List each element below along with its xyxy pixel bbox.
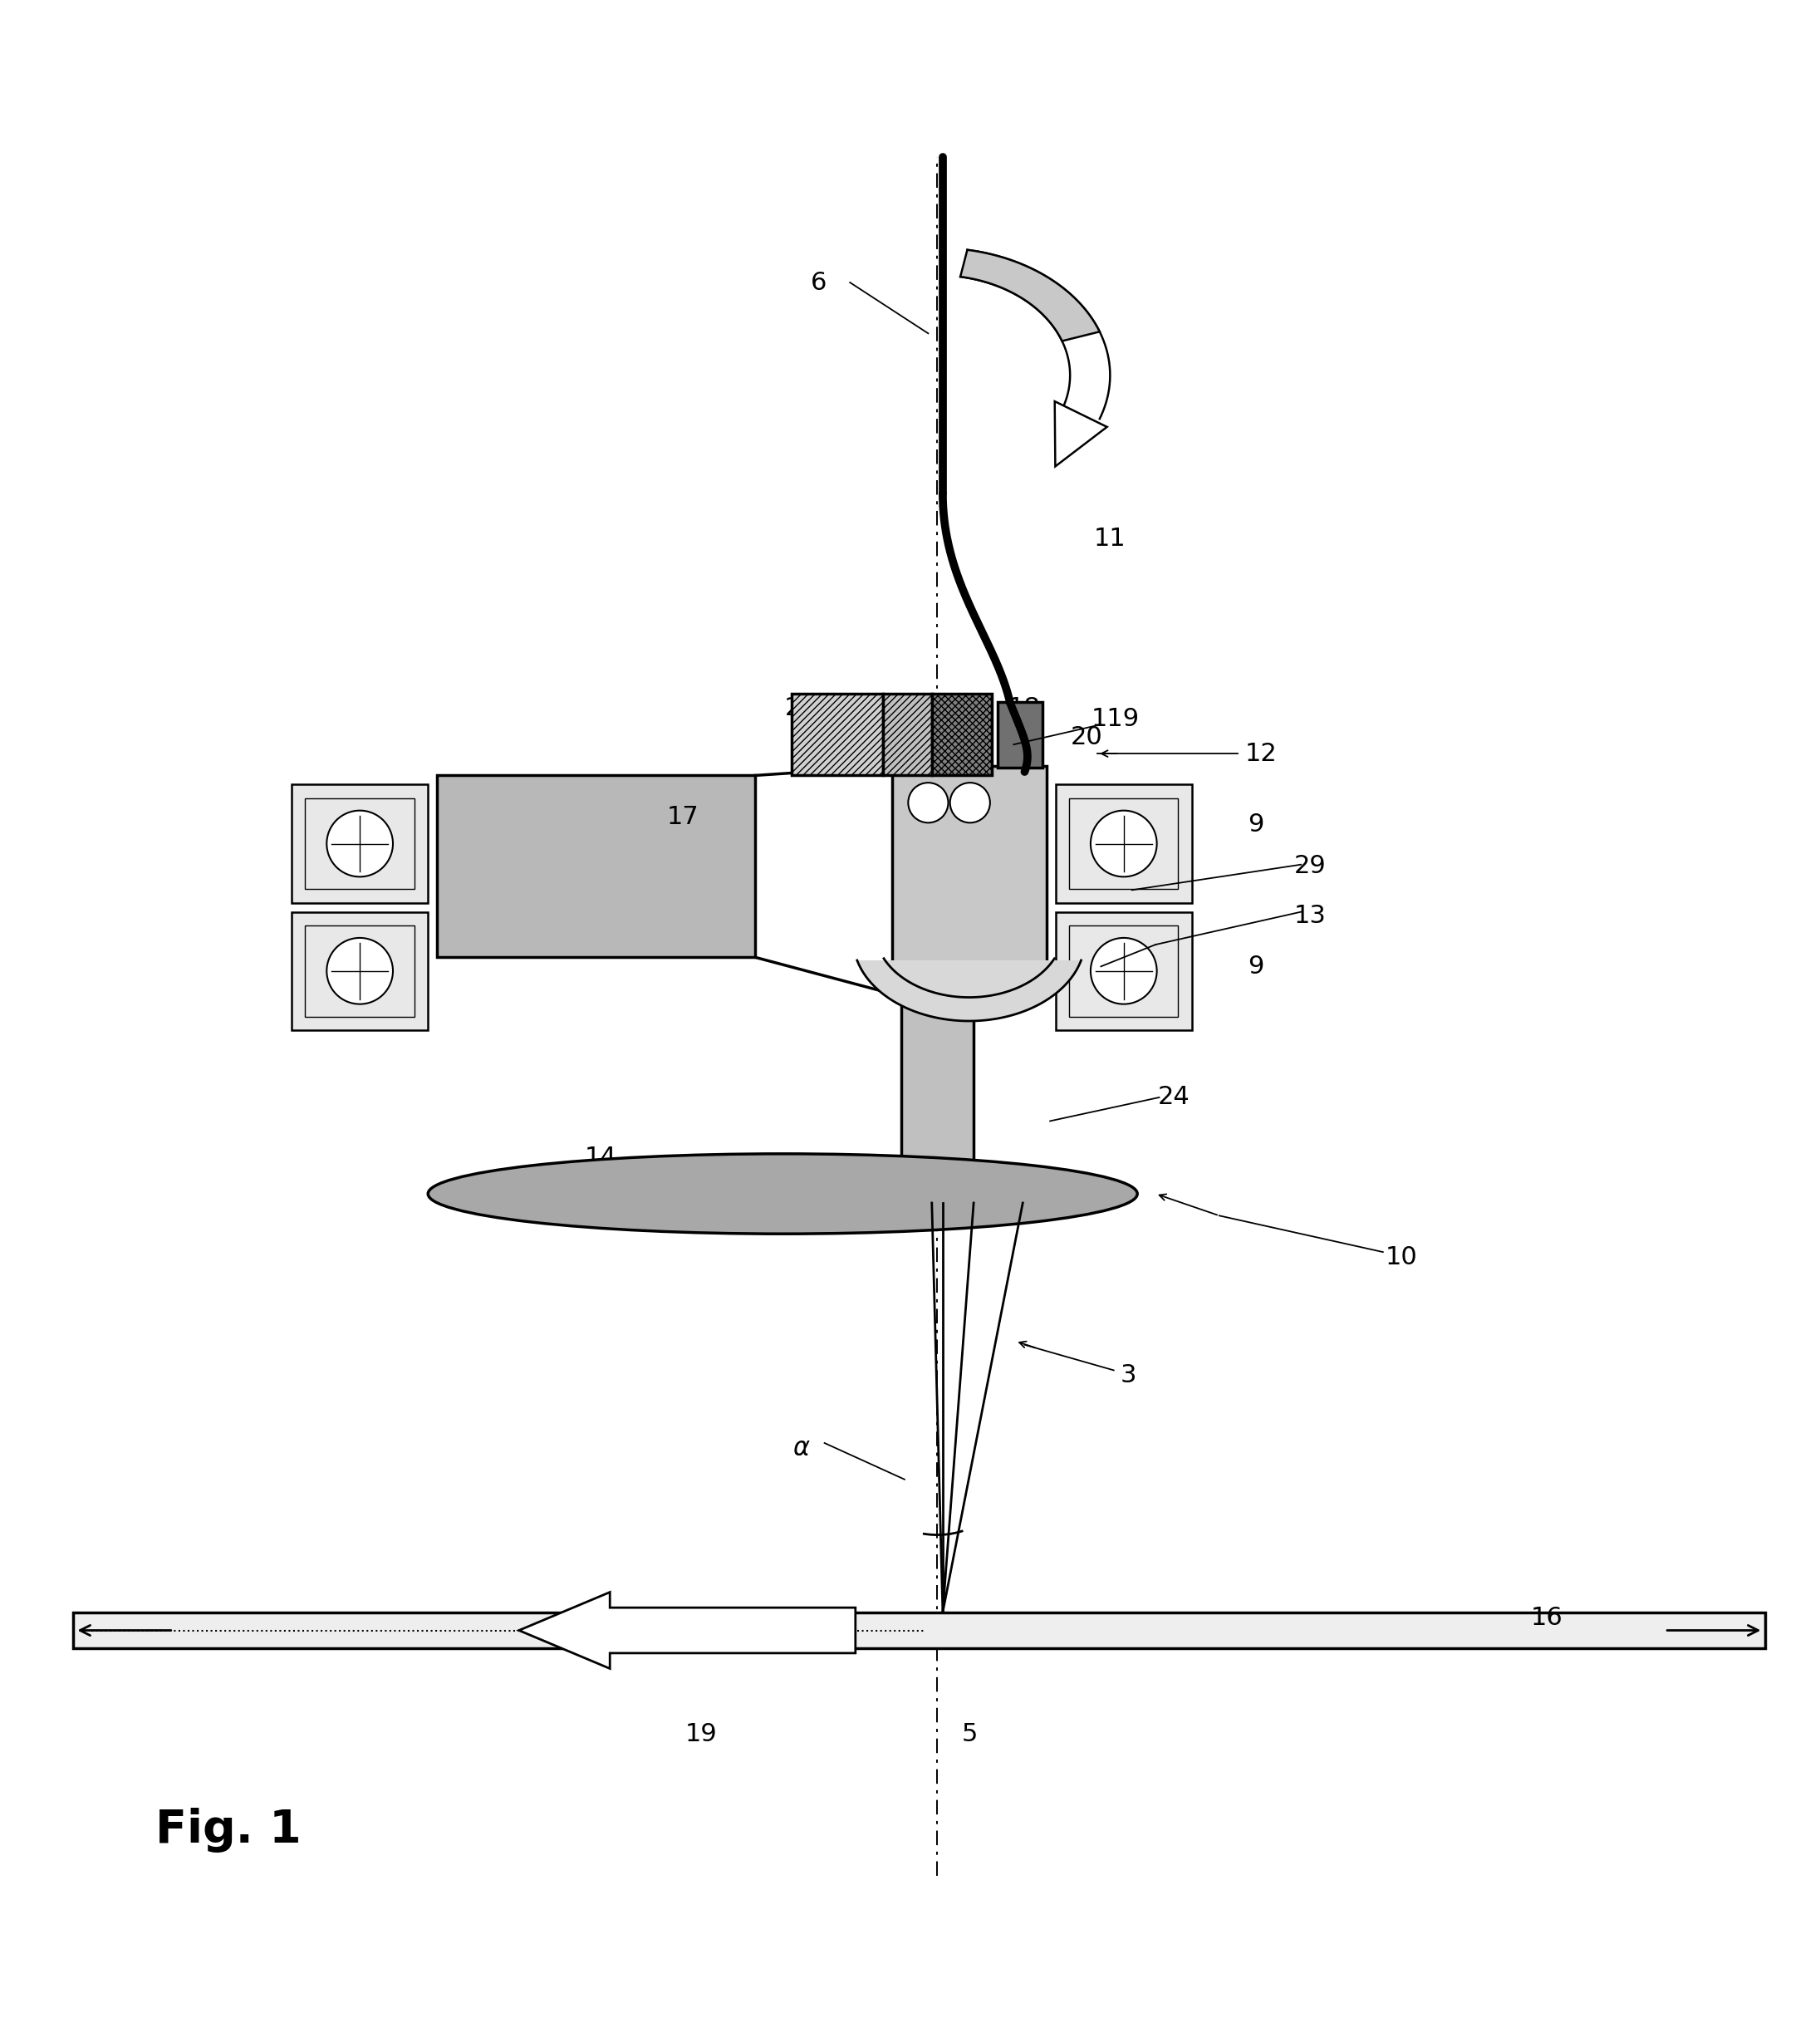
Circle shape [908, 782, 948, 823]
Circle shape [1090, 937, 1158, 1005]
Bar [901, 994, 974, 1166]
Text: 21: 21 [784, 696, 817, 721]
Text: 13: 13 [1294, 903, 1327, 927]
Ellipse shape [428, 1154, 1138, 1233]
Bar [73, 1613, 1765, 1648]
Text: α: α [792, 1436, 810, 1460]
Circle shape [950, 782, 990, 823]
FancyArrow shape [519, 1593, 855, 1668]
Text: 3: 3 [1119, 1364, 1136, 1389]
Text: 119: 119 [1092, 707, 1139, 731]
Text: 14: 14 [584, 1146, 617, 1170]
Bar [1056, 784, 1192, 903]
Bar [932, 694, 992, 776]
Text: 10: 10 [1385, 1246, 1418, 1270]
Bar [883, 694, 932, 776]
Bar [1068, 798, 1178, 888]
Bar [1056, 913, 1192, 1029]
Text: 17: 17 [666, 805, 699, 829]
Circle shape [1090, 811, 1158, 876]
Bar [892, 766, 1046, 994]
Text: 11: 11 [1094, 527, 1127, 551]
Bar [291, 913, 428, 1029]
Bar [306, 925, 415, 1017]
Text: 5: 5 [963, 1721, 977, 1746]
Text: 16: 16 [1531, 1605, 1563, 1630]
Bar [997, 702, 1043, 768]
Polygon shape [1056, 402, 1107, 466]
Text: 12: 12 [1245, 741, 1278, 766]
Text: 29: 29 [1294, 854, 1327, 878]
Text: 9: 9 [1247, 813, 1263, 837]
Text: 24: 24 [1158, 1086, 1190, 1109]
Text: 20: 20 [1070, 725, 1103, 749]
Bar [437, 776, 755, 958]
Bar [291, 784, 428, 903]
Text: 9: 9 [402, 945, 419, 970]
Text: Fig. 1: Fig. 1 [155, 1807, 300, 1852]
Polygon shape [961, 249, 1099, 341]
Text: 9: 9 [1247, 954, 1263, 978]
Bar [1068, 925, 1178, 1017]
Text: 9: 9 [402, 813, 419, 837]
Polygon shape [857, 960, 1081, 1021]
Bar [792, 694, 883, 776]
Circle shape [328, 937, 393, 1005]
Text: 18: 18 [1008, 696, 1041, 721]
Bar [306, 798, 415, 888]
Text: 19: 19 [684, 1721, 717, 1746]
Circle shape [328, 811, 393, 876]
Text: 6: 6 [812, 270, 826, 294]
